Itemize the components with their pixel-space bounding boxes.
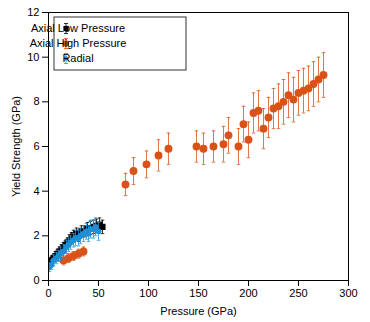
- svg-text:0: 0: [45, 287, 51, 299]
- svg-text:Axial Low Pressure: Axial Low Pressure: [31, 22, 125, 34]
- svg-text:2: 2: [33, 229, 39, 241]
- svg-text:250: 250: [289, 287, 307, 299]
- svg-text:300: 300: [339, 287, 357, 299]
- svg-text:Radial: Radial: [62, 52, 93, 64]
- svg-text:10: 10: [27, 51, 39, 63]
- svg-text:8: 8: [33, 95, 39, 107]
- svg-text:200: 200: [239, 287, 257, 299]
- svg-text:150: 150: [189, 287, 207, 299]
- svg-text:Yield Strength (GPa): Yield Strength (GPa): [10, 96, 22, 197]
- svg-text:Axial High Pressure: Axial High Pressure: [30, 37, 127, 49]
- svg-text:50: 50: [92, 287, 104, 299]
- svg-text:4: 4: [33, 185, 39, 197]
- svg-text:Pressure (GPa): Pressure (GPa): [160, 305, 236, 317]
- svg-text:6: 6: [33, 140, 39, 152]
- svg-text:12: 12: [27, 6, 39, 18]
- svg-text:100: 100: [139, 287, 157, 299]
- svg-text:0: 0: [33, 274, 39, 286]
